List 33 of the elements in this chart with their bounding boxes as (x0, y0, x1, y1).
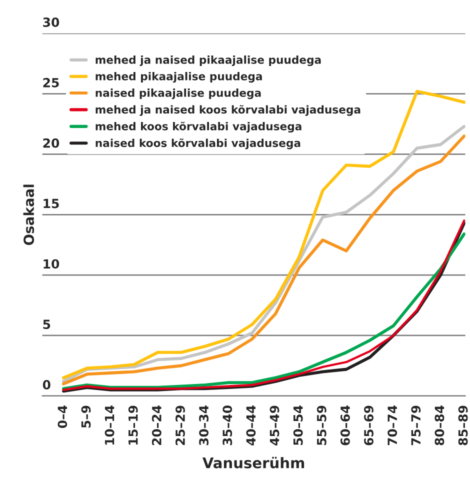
legend-label: naised pikaajalise puudega (96, 88, 261, 100)
x-axis-title: Vanuserühm (202, 456, 304, 468)
y-tick-label: 25 (43, 78, 59, 88)
legend-label: mehed pikaajalise puudega (96, 72, 262, 83)
y-tick-label: 15 (44, 198, 59, 208)
x-tick-label: 0–4 (58, 406, 68, 428)
x-tick-label: 70–74 (388, 406, 398, 446)
x-tick-label: 75–79 (411, 406, 421, 446)
y-tick-label: 30 (43, 18, 60, 27)
legend-label: mehed ja naised pikaajalise puudega (96, 55, 321, 66)
x-tick-label: 15–19 (128, 406, 138, 445)
x-tick-label: 20–24 (152, 406, 162, 445)
x-tick-label: 30–34 (199, 406, 209, 446)
x-tick-label: 40–44 (246, 406, 256, 446)
x-tick-label: 45–49 (270, 406, 280, 446)
y-axis-title: Osakaal (23, 184, 34, 246)
y-tick-label: 10 (44, 259, 60, 269)
y-tick-label: 5 (43, 320, 50, 330)
x-tick-label: 10–14 (104, 406, 114, 445)
x-tick-label: 55–59 (316, 406, 326, 446)
y-tick-label: 20 (43, 138, 60, 148)
x-tick-label: 5–9 (81, 406, 91, 428)
legend-label: mehed ja naised koos kõrvalabi vajadusega (96, 105, 360, 116)
legend-label: naised koos kõrvalabi vajadusega (96, 138, 300, 150)
x-tick-label: 50–54 (293, 406, 303, 446)
x-tick-label: 60–64 (340, 406, 350, 446)
y-tick-label: 0 (42, 380, 50, 390)
x-tick-label: 25–29 (176, 406, 185, 445)
x-tick-label: 80–84 (434, 406, 444, 446)
legend-label: mehed koos kõrvalabi vajadusega (96, 122, 302, 133)
x-tick-label: 85–89 (458, 406, 468, 446)
x-tick-label: 35–40 (222, 406, 232, 446)
x-tick-label: 65–69 (364, 406, 374, 446)
